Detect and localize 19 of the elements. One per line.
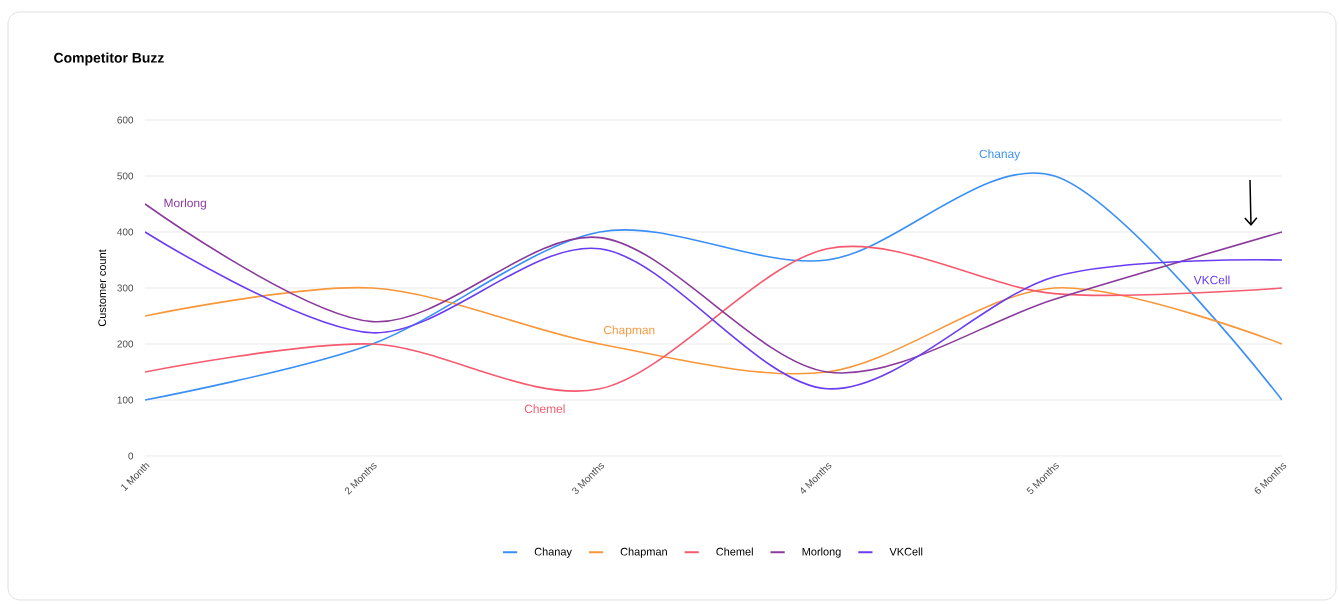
text: Chanay — [979, 149, 1021, 161]
text: Morlong — [164, 198, 206, 210]
text: VKCell — [1193, 275, 1230, 285]
text: Chapman — [603, 325, 655, 337]
legend-label: Chemel — [716, 547, 753, 556]
y-tick-label: 500 — [117, 172, 134, 180]
legend-label: Chapman — [620, 547, 667, 558]
y-tick-label: 300 — [117, 284, 134, 292]
y-tick-label: 400 — [117, 228, 134, 236]
y-tick-label: 0 — [128, 452, 134, 460]
legend-label: Chanay — [534, 547, 572, 558]
y-tick-label: 200 — [117, 340, 134, 348]
text: Chemel — [524, 404, 565, 414]
y-tick-label: 600 — [117, 116, 134, 124]
legend-label: VKCell — [889, 547, 923, 556]
chart-title: Competitor Buzz — [54, 52, 164, 66]
legend-label: Morlong — [802, 547, 841, 558]
y-axis-title: Customer count — [98, 249, 107, 327]
y-tick-label: 100 — [117, 396, 134, 404]
